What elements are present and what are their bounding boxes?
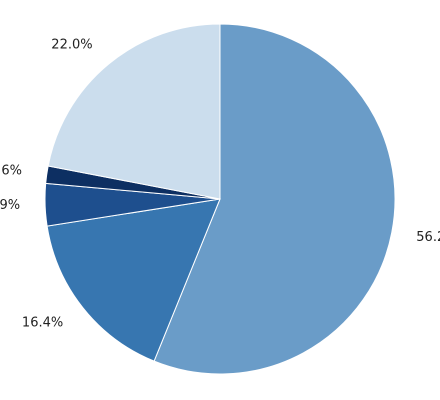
- slice-label: 16.4%: [22, 316, 63, 331]
- slice-label: 56.2%: [416, 230, 440, 245]
- slice-label: 22.0%: [51, 37, 92, 52]
- pie-slice: [46, 198, 221, 362]
- slice-label: 1.6%: [0, 164, 22, 179]
- pie-slice: [153, 23, 396, 375]
- pie-slice: [47, 23, 221, 200]
- slice-label: 3.9%: [0, 198, 20, 213]
